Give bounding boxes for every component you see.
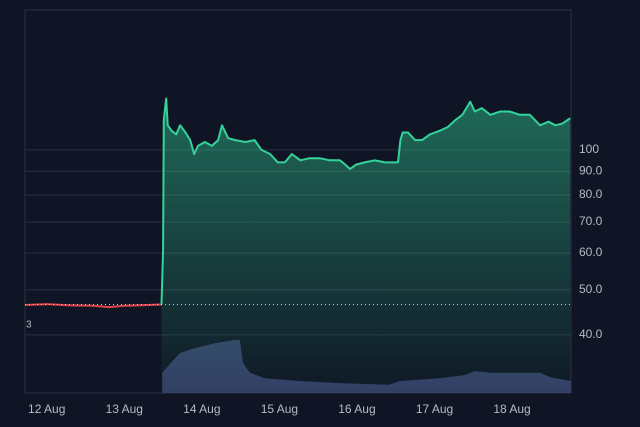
y-tick-label: 40.0 bbox=[579, 327, 603, 341]
y-tick-label: 100 bbox=[579, 142, 599, 156]
price-line bbox=[160, 97, 571, 305]
x-tick-label: 16 Aug bbox=[338, 402, 375, 416]
x-tick-label: 17 Aug bbox=[416, 402, 453, 416]
x-tick-label: 12 Aug bbox=[28, 402, 65, 416]
annotation: 3 bbox=[26, 320, 32, 331]
x-tick-label: 14 Aug bbox=[183, 402, 220, 416]
area bbox=[161, 98, 571, 393]
x-tick-label: 15 Aug bbox=[261, 402, 298, 416]
y-tick-label: 50.0 bbox=[579, 282, 603, 296]
price-line bbox=[24, 303, 162, 309]
y-tick-label: 80.0 bbox=[579, 187, 603, 201]
y-tick-label: 60.0 bbox=[579, 245, 603, 259]
y-tick-label: 90.0 bbox=[579, 163, 603, 177]
y-tick-label: 70.0 bbox=[579, 214, 603, 228]
x-tick-label: 18 Aug bbox=[493, 402, 530, 416]
x-tick-label: 13 Aug bbox=[106, 402, 143, 416]
